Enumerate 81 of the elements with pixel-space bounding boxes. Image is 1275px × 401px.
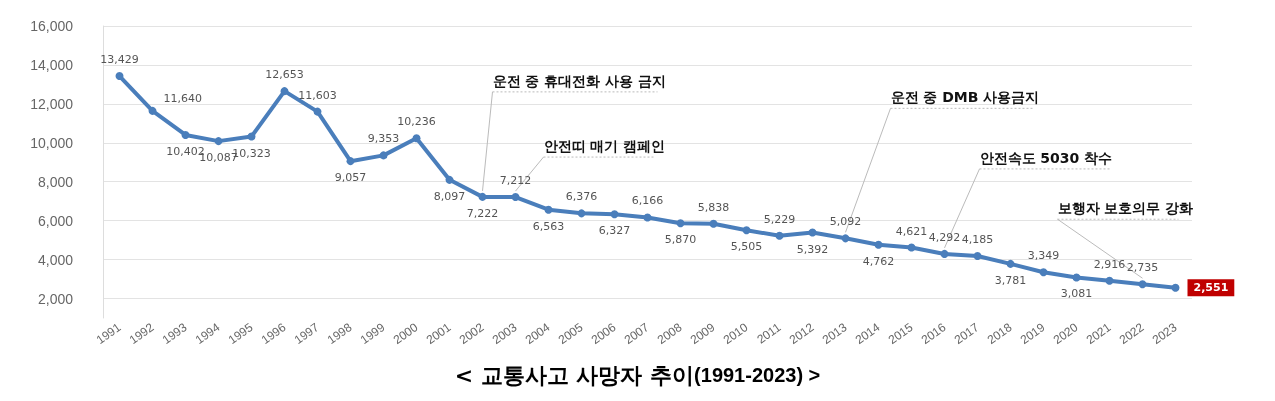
text: 13,429 <box>100 53 139 67</box>
y-tick-label: 6,000 <box>37 212 74 229</box>
x-tick-label: 1991 <box>93 320 124 348</box>
text: 7,222 <box>466 206 499 220</box>
point <box>775 231 784 240</box>
point <box>1006 259 1015 268</box>
text: 4,762 <box>862 254 895 268</box>
text: 4,185 <box>961 233 994 246</box>
text: 12,653 <box>265 68 304 82</box>
text: 5,870 <box>664 233 697 247</box>
point <box>379 151 388 160</box>
point <box>346 157 355 166</box>
y-tick-label: 14,000 <box>30 56 74 73</box>
point <box>115 72 124 81</box>
text: 4,292 <box>928 230 961 244</box>
text: 11,603 <box>298 88 337 102</box>
y-tick-label: 16,000 <box>30 18 74 34</box>
text: 9,057 <box>334 171 367 185</box>
text: 8,097 <box>433 189 466 203</box>
x-tick-label: 2001 <box>423 320 454 348</box>
point <box>1072 273 1081 282</box>
text: < 교통사고 사망자 추이(1991-2023) > <box>454 362 821 388</box>
y-tick-label: 10,000 <box>30 134 74 151</box>
y-tick-label: 12,000 <box>30 95 74 112</box>
point <box>544 205 553 214</box>
annotation: 보행자 보호의무 강화 <box>1057 200 1194 217</box>
text: 7,212 <box>499 174 532 188</box>
point <box>148 106 157 115</box>
text: 5,229 <box>763 212 796 226</box>
annotation: 안전띠 매기 캠페인 <box>543 138 666 155</box>
x-tick-label: 2021 <box>1083 320 1114 348</box>
point <box>841 234 850 243</box>
annotation: 안전속도 5030 착수 <box>979 149 1113 166</box>
point <box>610 210 619 219</box>
text: 11,640 <box>163 92 202 106</box>
point <box>181 130 190 139</box>
text: 10,236 <box>397 115 436 129</box>
point <box>577 209 586 218</box>
point <box>511 193 520 202</box>
point <box>643 213 652 222</box>
point <box>808 228 817 237</box>
point <box>445 175 454 184</box>
y-tick-label: 2,000 <box>37 290 74 307</box>
point <box>940 249 949 258</box>
point <box>1105 276 1114 285</box>
text: 3,781 <box>994 273 1027 287</box>
point <box>313 107 322 116</box>
text: 6,376 <box>565 190 598 204</box>
point <box>742 226 751 235</box>
y-tick-label: 8,000 <box>37 173 74 190</box>
x-tick-label: 2011 <box>754 320 784 347</box>
text: 4,621 <box>895 224 928 238</box>
annotation: 운전 중 휴대전화 사용 금지 <box>492 72 666 89</box>
point <box>973 252 982 260</box>
text: 3,349 <box>1027 249 1060 263</box>
text: 2,551 <box>1193 281 1229 295</box>
point <box>247 132 256 141</box>
text: 6,563 <box>532 219 565 233</box>
point <box>676 219 685 228</box>
text: 5,838 <box>697 200 730 214</box>
point <box>1138 280 1147 289</box>
text: 2,735 <box>1126 261 1159 275</box>
point <box>874 240 883 249</box>
point <box>280 87 289 96</box>
text: 9,353 <box>367 132 400 146</box>
y-tick-label: 4,000 <box>37 251 74 268</box>
text: 3,081 <box>1060 287 1093 301</box>
text: 5,392 <box>796 242 829 256</box>
point <box>1171 283 1180 292</box>
point <box>1039 268 1048 277</box>
point <box>907 243 916 252</box>
text: 5,092 <box>829 215 862 229</box>
point <box>214 137 223 146</box>
text: 6,166 <box>631 194 664 208</box>
text: 2,916 <box>1093 257 1126 271</box>
text: 6,327 <box>598 224 631 238</box>
point <box>478 192 487 201</box>
point <box>412 134 421 143</box>
text: 5,505 <box>730 240 763 254</box>
point <box>709 219 718 228</box>
annotation: 운전 중 DMB 사용금지 <box>890 89 1040 106</box>
